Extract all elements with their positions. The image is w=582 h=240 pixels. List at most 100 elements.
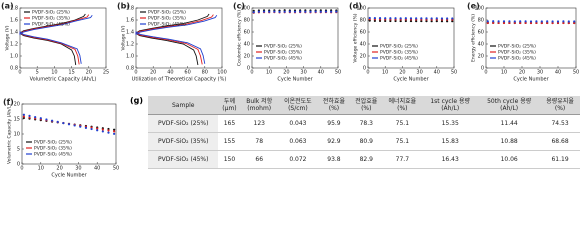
table-cell: 75.1 — [382, 114, 423, 133]
header-cell: 1st cycle 용량 (Ah/L) — [422, 96, 479, 115]
table-cell: 15.83 — [422, 132, 479, 151]
y-tick-label: 1.6 — [10, 18, 18, 24]
data-point — [567, 20, 570, 23]
data-point — [378, 17, 382, 20]
data-point — [519, 20, 522, 23]
header-cell: 50th cycle 용량 (Ah/L) — [478, 96, 541, 115]
x-tick-label: 0 — [20, 166, 23, 172]
header-cell: 이온전도도 (S/cm) — [278, 96, 318, 115]
legend-label: PVDF-SiO₂ (25%) — [264, 44, 302, 50]
data-point — [384, 17, 387, 20]
data-point — [101, 130, 104, 133]
data-point — [502, 20, 506, 23]
data-point — [50, 119, 54, 122]
data-point — [107, 129, 110, 132]
table-cell: 0.072 — [278, 150, 318, 169]
x-tick-label: 40 — [167, 70, 173, 76]
data-point — [324, 10, 328, 13]
panel-label: (b) — [117, 2, 130, 11]
x-tick-label: 10 — [51, 70, 57, 76]
x-tick-label: 50 — [573, 70, 579, 76]
data-point — [546, 20, 549, 23]
data-point — [508, 21, 511, 25]
y-tick-label: 20 — [478, 54, 484, 60]
data-point — [529, 20, 533, 23]
data-point — [389, 19, 392, 23]
data-point — [486, 21, 489, 25]
data-point — [113, 130, 116, 133]
data-point — [283, 10, 286, 13]
data-point — [368, 16, 371, 20]
y-tick-label: 60 — [244, 30, 250, 36]
data-point — [529, 21, 533, 25]
data-point — [502, 21, 506, 25]
legend-label: PVDF-SiO₂ (25%) — [32, 10, 70, 16]
x-tick-label: 40 — [555, 70, 561, 76]
data-point — [573, 21, 576, 25]
header-text: 전압효율 — [355, 98, 378, 105]
y-tick-label: 0.8 — [10, 66, 18, 72]
y-axis-label: Coulombic efficiency (%) — [237, 10, 243, 66]
sample-name: PVDF-SiO₂ (25%) — [148, 114, 219, 133]
y-tick-label: 100 — [240, 6, 250, 12]
data-point — [540, 20, 543, 23]
header-text: (Ah/L) — [500, 105, 519, 112]
table-cell: 165 — [218, 114, 241, 133]
y-tick-label: 0 — [363, 66, 366, 72]
figure: (a) 0 5 10 15 20 25 0.8 1.0 1.2 1.4 1.6 1.8 Volumetri… — [1, 2, 580, 179]
plot-frame — [251, 7, 339, 69]
data-point — [67, 123, 71, 126]
data-point — [535, 21, 538, 25]
data-point — [79, 125, 82, 128]
legend-label: PVDF-SiO₂ (45%) — [380, 56, 418, 62]
header-cell: 전하효율 (%) — [317, 96, 351, 115]
table-cell: 123 — [240, 114, 279, 133]
data-point — [45, 118, 48, 121]
data-point — [22, 113, 25, 116]
y-tick-label: 1.4 — [126, 30, 134, 36]
data-point — [293, 10, 297, 13]
sample-name: PVDF-SiO₂ (45%) — [148, 150, 219, 169]
data-point — [573, 20, 576, 23]
data-point — [330, 10, 333, 13]
data-point — [314, 10, 317, 13]
x-tick-label: 80 — [202, 70, 208, 76]
data-point — [497, 20, 500, 23]
header-text: (%) — [328, 105, 340, 112]
data-point — [409, 19, 413, 23]
table-cell: 77.7 — [382, 150, 423, 169]
table-cell: 95.9 — [317, 114, 351, 133]
x-axis-label: Cycle Number — [51, 173, 87, 179]
data-point — [524, 21, 527, 25]
legend-label: PVDF-SiO₂ (45%) — [498, 56, 536, 62]
table-cell: 0.063 — [278, 132, 318, 151]
legend-label: PVDF-SiO₂ (35%) — [148, 16, 186, 22]
data-point — [562, 20, 565, 23]
data-point — [440, 17, 444, 20]
data-point — [404, 19, 407, 23]
y-tick-label: 1.2 — [126, 42, 134, 48]
data-point — [435, 17, 438, 20]
x-tick-label: 50 — [335, 70, 341, 76]
data-point — [430, 17, 433, 20]
data-point — [425, 20, 428, 23]
sample-name: PVDF-SiO₂ (35%) — [148, 132, 219, 151]
data-point — [73, 124, 76, 127]
y-axis-label: Energy efficiency (%) — [471, 14, 477, 62]
table-cell: 74.53 — [540, 114, 580, 133]
data-point — [404, 17, 407, 20]
y-tick-label: 20 — [244, 54, 250, 60]
x-tick-label: 20 — [399, 70, 405, 76]
x-axis-label: Utilization of Theoretical Capacity (%) — [132, 77, 227, 83]
y-tick-label: 20 — [14, 102, 20, 108]
data-point — [440, 20, 444, 23]
table-cell: 66 — [240, 150, 279, 169]
y-tick-label: 80 — [244, 18, 250, 24]
data-point — [90, 127, 93, 131]
y-axis-label: Voltage (V) — [121, 25, 127, 50]
data-point — [113, 128, 116, 131]
table-cell: 0.043 — [278, 114, 318, 133]
table-cell: 16.43 — [422, 150, 479, 169]
y-tick-label: 80 — [360, 18, 366, 24]
data-table: Sample 두께 (μm) Bulk 저항 (mohm) 이온전도도 (S/cm) 전하효율… — [148, 96, 580, 169]
